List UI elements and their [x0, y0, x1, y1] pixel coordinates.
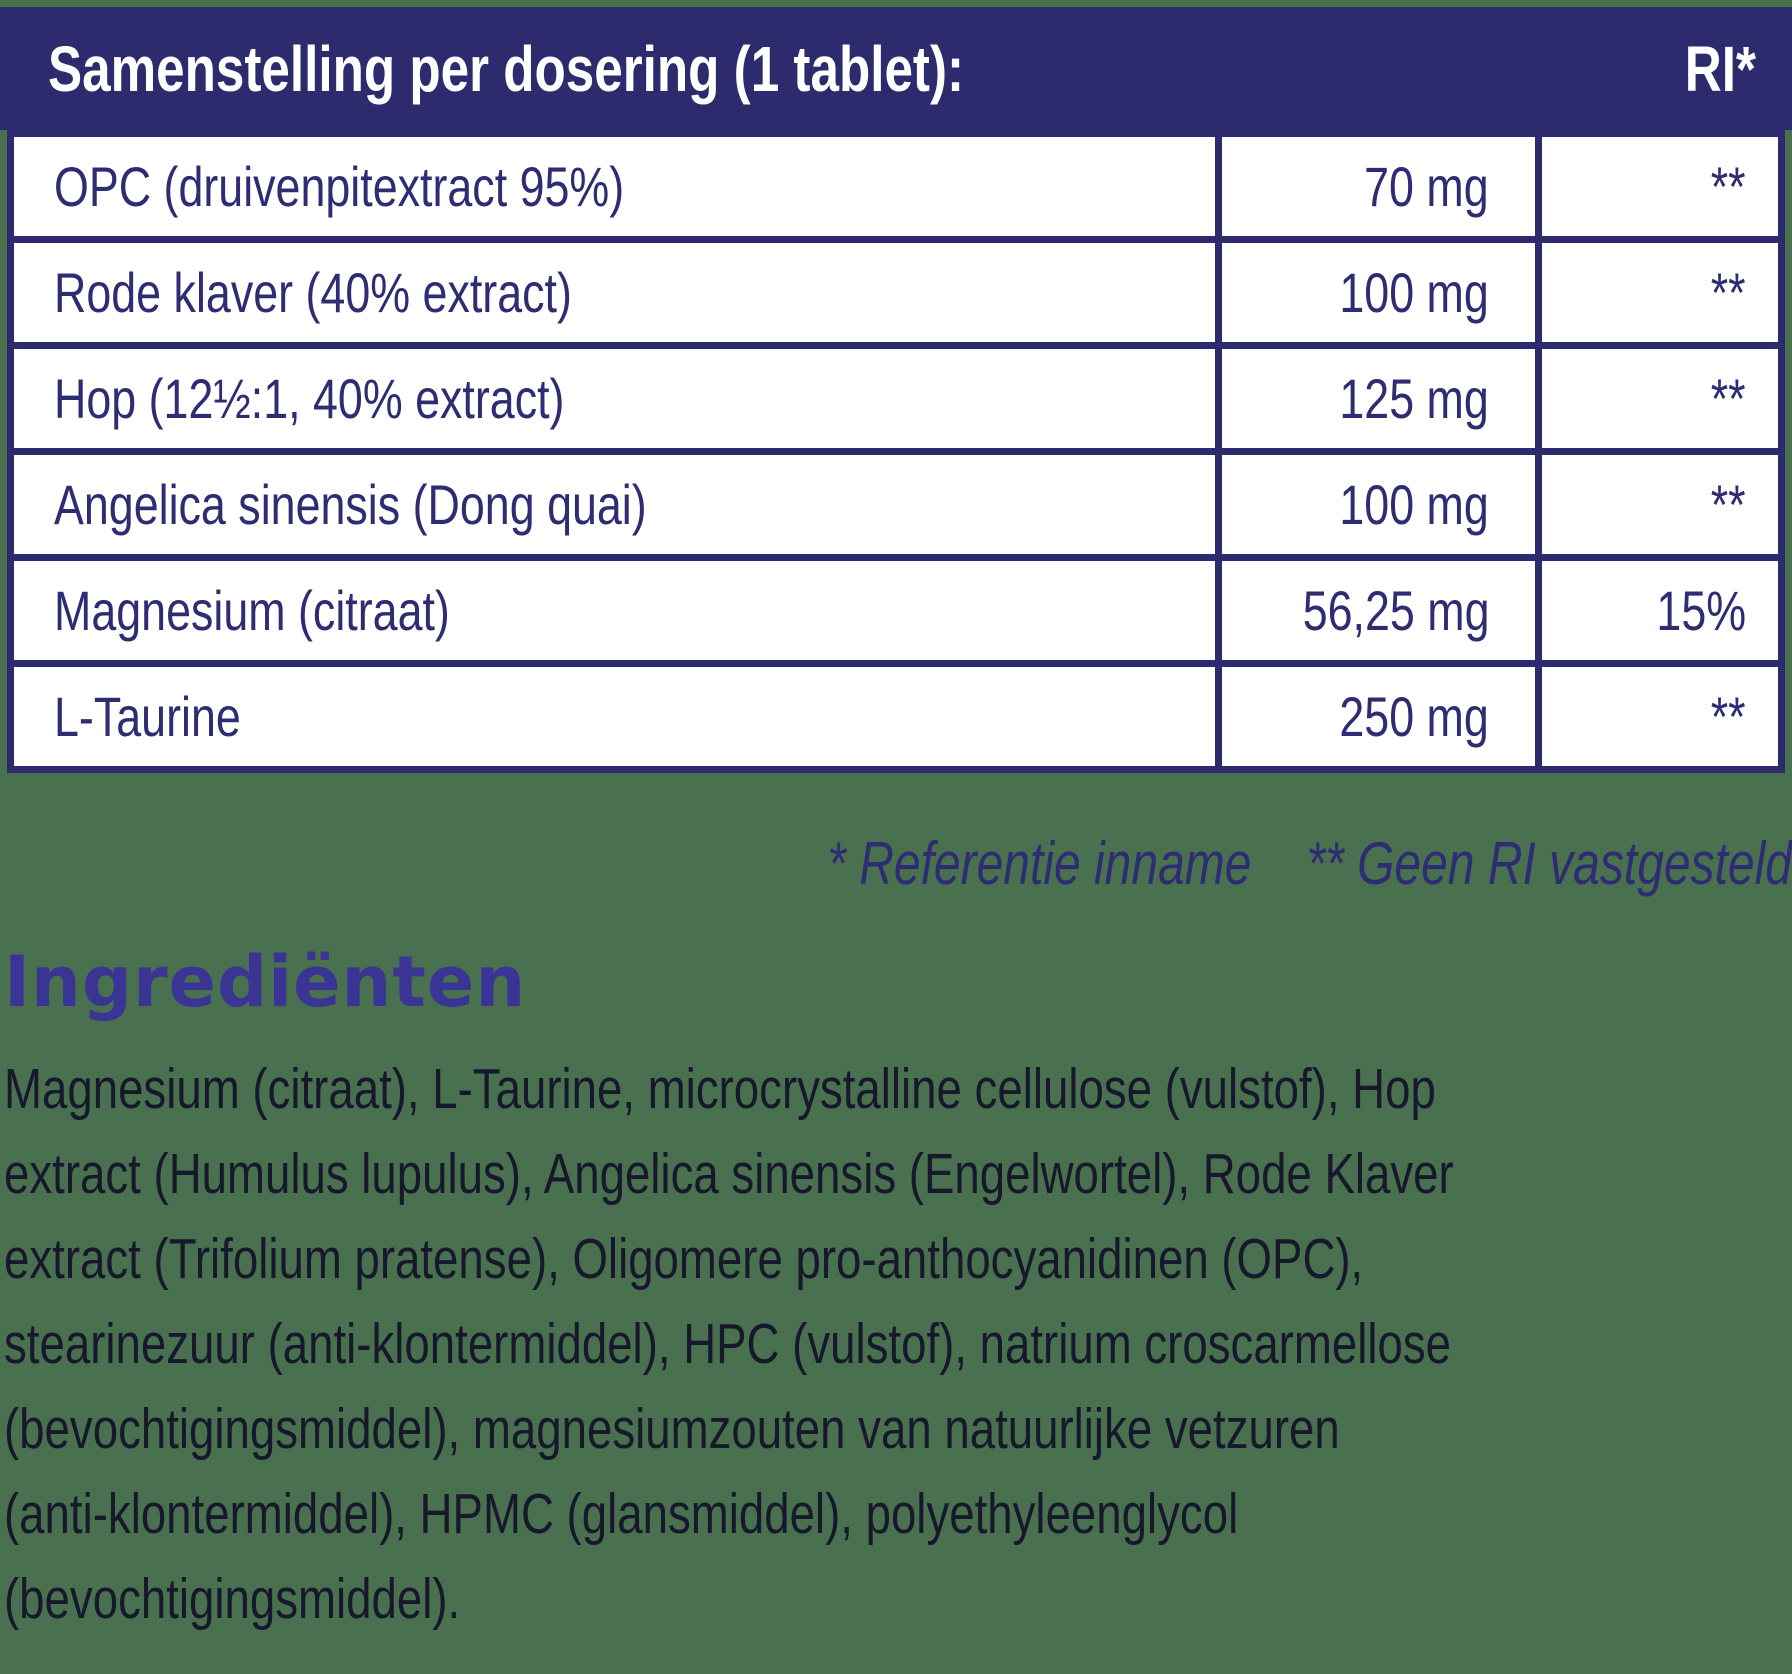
ri-value: ** [1711, 473, 1746, 536]
ri-cell: ** [1535, 137, 1778, 236]
ingredients-line: (bevochtigingsmiddel). [4, 1567, 461, 1631]
amount-value: 100 mg [1339, 261, 1489, 324]
ingredient-name-cell: Magnesium (citraat) [14, 561, 1215, 660]
composition-title: Samenstelling per dosering (1 tablet): [48, 32, 1193, 106]
table-row: OPC (druivenpitextract 95%) 70 mg ** [14, 137, 1778, 236]
ingredients-line: Magnesium (citraat), L-Taurine, microcry… [4, 1057, 1436, 1121]
ingredient-name: Hop (12½:1, 40% extract) [54, 367, 565, 430]
amount-cell: 125 mg [1215, 349, 1535, 448]
ri-value: ** [1711, 685, 1746, 748]
footnote-reference-intake: * Referentie inname [827, 830, 1252, 897]
table-row: Hop (12½:1, 40% extract) 125 mg ** [14, 342, 1778, 448]
ri-cell: ** [1535, 667, 1778, 766]
ri-value: ** [1711, 155, 1746, 218]
footnote: * Referentie inname ** Geen RI vastgeste… [0, 831, 1792, 897]
table-row: Angelica sinensis (Dong quai) 100 mg ** [14, 448, 1778, 554]
ingredient-name-cell: L-Taurine [14, 667, 1215, 766]
ingredient-name-cell: OPC (druivenpitextract 95%) [14, 137, 1215, 236]
ingredients-heading: Ingrediënten [4, 941, 527, 1023]
footnote-text: * Referentie inname ** Geen RI vastgeste… [827, 831, 1792, 897]
ingredients-line: extract (Humulus lupulus), Angelica sine… [4, 1142, 1454, 1206]
ri-value: 15% [1656, 579, 1746, 642]
ingredient-name: Rode klaver (40% extract) [54, 261, 572, 324]
composition-title-text: Samenstelling per dosering (1 tablet): [48, 32, 965, 105]
table-row: L-Taurine 250 mg ** [14, 660, 1778, 766]
amount-value: 100 mg [1339, 473, 1489, 536]
ri-column-header: RI* [1667, 32, 1756, 106]
ingredients-line: (anti-klontermiddel), HPMC (glansmiddel)… [4, 1482, 1239, 1546]
composition-header-bar: Samenstelling per dosering (1 tablet): R… [0, 7, 1792, 130]
ingredient-name: Angelica sinensis (Dong quai) [54, 473, 647, 536]
ingredient-name: L-Taurine [54, 685, 241, 748]
composition-table: OPC (druivenpitextract 95%) 70 mg ** Rod… [7, 130, 1785, 773]
ingredients-line: (bevochtigingsmiddel), magnesiumzouten v… [4, 1397, 1340, 1461]
ri-cell: 15% [1535, 561, 1778, 660]
ri-cell: ** [1535, 455, 1778, 554]
ingredient-name-cell: Hop (12½:1, 40% extract) [14, 349, 1215, 448]
amount-value: 56,25 mg [1302, 579, 1489, 642]
table-row: Magnesium (citraat) 56,25 mg 15% [14, 554, 1778, 660]
amount-value: 250 mg [1339, 685, 1489, 748]
amount-cell: 100 mg [1215, 243, 1535, 342]
ingredient-name-cell: Rode klaver (40% extract) [14, 243, 1215, 342]
ri-value: ** [1711, 367, 1746, 430]
ingredient-name: Magnesium (citraat) [54, 579, 450, 642]
amount-value: 125 mg [1339, 367, 1489, 430]
ingredient-name: OPC (druivenpitextract 95%) [54, 155, 625, 218]
ingredients-line: stearinezuur (anti-klontermiddel), HPC (… [4, 1312, 1451, 1376]
amount-cell: 70 mg [1215, 137, 1535, 236]
amount-value: 70 mg [1364, 155, 1489, 218]
amount-cell: 100 mg [1215, 455, 1535, 554]
amount-cell: 250 mg [1215, 667, 1535, 766]
ingredients-paragraph: Magnesium (citraat), L-Taurine, microcry… [4, 1047, 1792, 1642]
ingredient-name-cell: Angelica sinensis (Dong quai) [14, 455, 1215, 554]
ri-value: ** [1711, 261, 1746, 324]
ri-cell: ** [1535, 349, 1778, 448]
table-row: Rode klaver (40% extract) 100 mg ** [14, 236, 1778, 342]
footnote-no-ri: ** Geen RI vastgesteld [1306, 830, 1792, 897]
amount-cell: 56,25 mg [1215, 561, 1535, 660]
ri-column-header-text: RI* [1684, 32, 1756, 105]
ri-cell: ** [1535, 243, 1778, 342]
ingredients-line: extract (Trifolium pratense), Oligomere … [4, 1227, 1364, 1291]
